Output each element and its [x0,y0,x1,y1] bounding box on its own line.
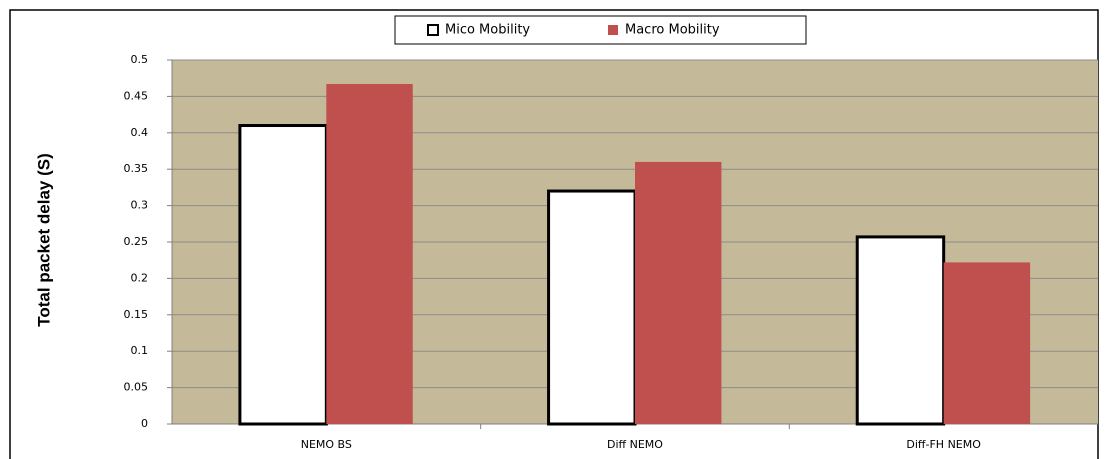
bar [238,124,328,426]
bar [943,262,1031,424]
y-tick-label: 0.4 [131,126,149,139]
y-axis-label: Total packet delay (S) [34,153,53,327]
y-tick-label: 0.1 [131,344,149,357]
legend-label: Macro Mobility [625,23,720,38]
y-tick-label: 0.15 [124,308,149,321]
bar [547,189,637,426]
bar [855,235,946,426]
x-tick-label: Diff NEMO [607,438,663,451]
x-tick-label: NEMO BS [301,438,352,451]
legend-swatch [427,24,439,36]
legend-swatch [608,25,618,35]
bar [326,84,413,425]
y-tick-label: 0.5 [131,53,149,66]
x-tick-label: Diff-FH NEMO [906,438,981,451]
y-tick-label: 0.05 [124,381,149,394]
y-tick-label: 0.35 [124,162,149,175]
y-tick-label: 0.25 [124,235,149,248]
y-tick-label: 0 [141,417,148,430]
y-tick-label: 0.45 [124,89,149,102]
y-tick-label: 0.2 [131,271,149,284]
legend [394,15,807,45]
y-tick-label: 0.3 [131,199,149,212]
legend-label: Mico Mobility [445,23,530,38]
bar [635,161,722,425]
